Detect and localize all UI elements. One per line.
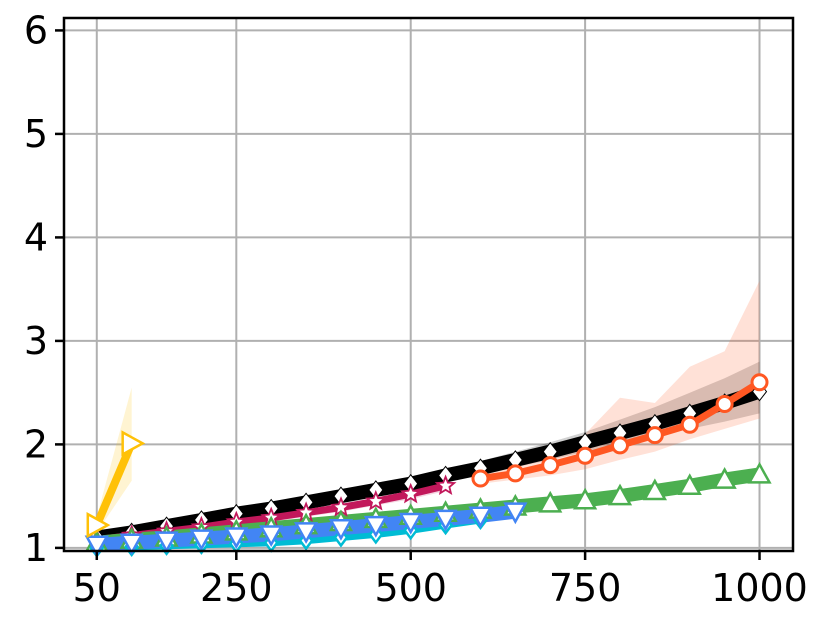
series-5-point-11 — [468, 506, 493, 529]
series-2-point-10 — [434, 474, 457, 496]
series-5-point-12 — [503, 502, 528, 525]
y-tick-label-2: 3 — [24, 319, 48, 363]
series-5-point-1 — [119, 533, 144, 556]
series-1-point-0 — [471, 469, 490, 488]
axis-ticks — [55, 29, 761, 560]
x-tick-label-3: 750 — [549, 566, 622, 610]
series-6-point-1 — [121, 430, 146, 457]
series-5-point-6 — [293, 522, 319, 544]
series-5-point-4 — [224, 527, 249, 550]
series-1-point-1 — [506, 464, 525, 483]
series-3-point-17 — [677, 473, 702, 496]
x-tick-label-2: 500 — [374, 566, 447, 610]
series-1-point-6 — [680, 415, 699, 434]
y-tick-labels: 1 2 3 4 5 6 — [24, 8, 48, 569]
series-3-point-14 — [572, 487, 598, 510]
series-3-point-18 — [712, 467, 737, 489]
series-6-line — [93, 441, 136, 527]
series-5-point-7 — [328, 518, 354, 541]
y-tick-label-3: 4 — [24, 215, 48, 259]
plot-frame — [62, 16, 795, 553]
y-tick-label-1: 2 — [24, 422, 48, 466]
series-1-point-5 — [645, 426, 664, 445]
series-5-point-8 — [363, 515, 388, 538]
series-3-point-13 — [538, 490, 563, 513]
series-5-point-9 — [398, 512, 423, 535]
series-5-point-0 — [84, 535, 109, 558]
series-6-point-0 — [86, 512, 111, 539]
series-1-point-2 — [541, 456, 560, 475]
grid — [64, 18, 793, 551]
y-tick-label-5: 6 — [24, 8, 48, 52]
series-1-point-8 — [750, 373, 769, 392]
series-1-point-3 — [576, 446, 595, 465]
x-tick-label-4: 1000 — [711, 566, 808, 610]
series-3-point-15 — [607, 483, 633, 506]
series-2-point-9 — [399, 482, 422, 504]
series-2-point-8 — [365, 489, 387, 511]
series-5-point-10 — [433, 509, 458, 532]
x-tick-labels: 50 250 500 750 1000 — [73, 566, 808, 610]
x-tick-label-1: 250 — [200, 566, 273, 610]
series-1-point-7 — [715, 395, 734, 414]
x-tick-label-0: 50 — [73, 566, 121, 610]
series-5-point-3 — [189, 529, 214, 552]
y-tick-label-0: 1 — [24, 526, 48, 570]
series-1-point-4 — [610, 436, 629, 455]
series-3-point-19 — [747, 461, 772, 484]
series-5-point-2 — [154, 531, 179, 554]
series-3-point-16 — [642, 478, 667, 501]
series-5-point-5 — [259, 525, 284, 548]
y-tick-label-4: 5 — [24, 112, 48, 156]
